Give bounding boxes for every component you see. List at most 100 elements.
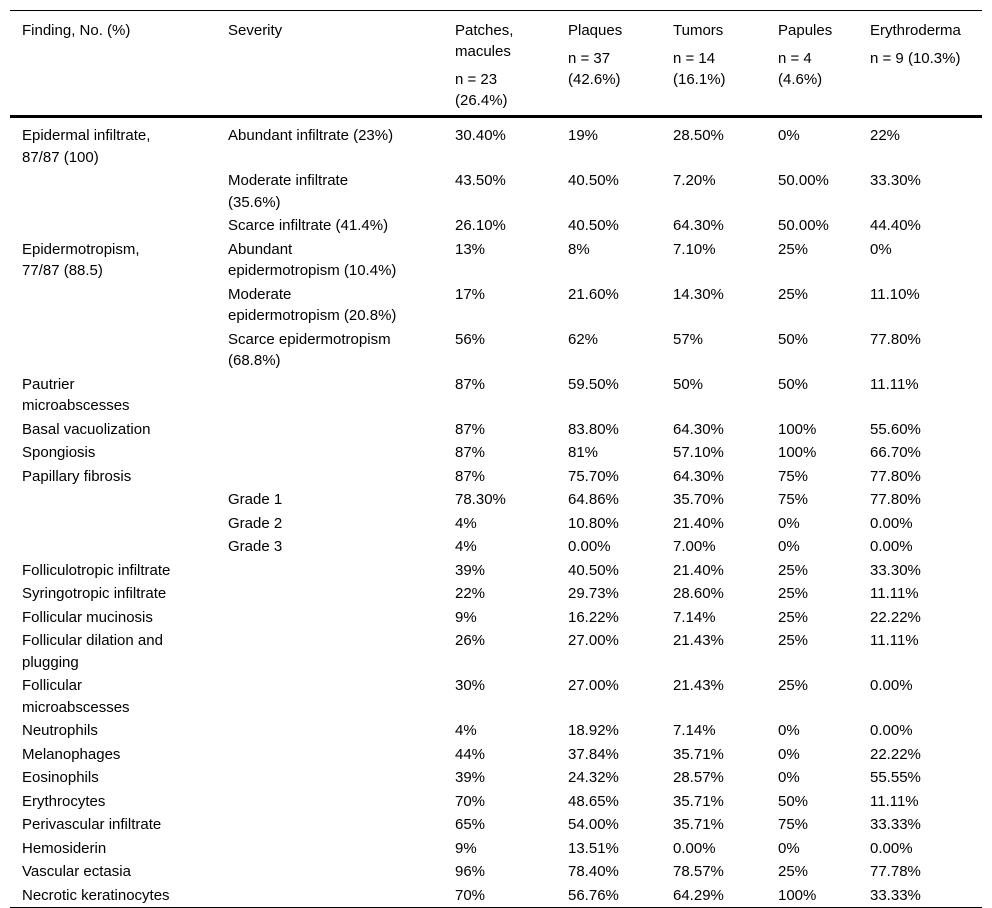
value-cell: 50.00%	[778, 217, 829, 234]
value-cell: 4%	[455, 538, 477, 555]
column-title: Plaques	[568, 22, 623, 39]
table-row: Grade 2 4% 10.80% 21.40% 0% 0.00%	[10, 512, 982, 536]
value-cell: 28.50%	[673, 127, 724, 144]
value-cell: 70%	[455, 886, 486, 904]
value-cell: 100%	[778, 444, 817, 461]
severity-cell: Scarce epidermotropism (68.8%)	[228, 330, 391, 370]
value-cell: 75%	[778, 816, 809, 833]
value-cell: 43.50%	[455, 172, 506, 189]
value-cell: 55.55%	[870, 769, 921, 786]
finding-cell: Epidermotropism, 77/87 (88.5)	[22, 240, 140, 280]
header-row: Finding, No. (%) Severity Patches, macules…	[10, 10, 982, 118]
value-cell: 78.40%	[568, 863, 619, 880]
finding-cell: Hemosiderin	[22, 839, 107, 857]
value-cell: 28.60%	[673, 585, 724, 602]
table-row: Grade 1 78.30% 64.86% 35.70% 75% 77.80%	[10, 488, 982, 512]
value-cell: 78.57%	[673, 863, 724, 880]
value-cell: 50%	[778, 792, 809, 810]
value-cell: 26%	[455, 632, 486, 649]
table-row: Follicular microabscesses 30% 27.00% 21.43%…	[10, 674, 982, 719]
value-cell: 7.00%	[673, 538, 716, 555]
column-header: Patches, macules n = 23 (26.4%)	[455, 10, 568, 118]
value-cell: 21.43%	[673, 677, 724, 694]
severity-cell	[228, 465, 455, 489]
value-cell: 11.11%	[870, 585, 919, 602]
value-cell: 24.32%	[568, 769, 619, 786]
value-cell: 64.30%	[673, 467, 724, 485]
severity-cell	[228, 837, 455, 861]
finding-cell: Papillary fibrosis	[22, 467, 132, 485]
table-row: Epidermal infiltrate, 87/87 (100) Abundan…	[10, 117, 982, 170]
table-row: Grade 3 4% 0.00% 7.00% 0% 0.00%	[10, 535, 982, 559]
value-cell: 87%	[455, 444, 486, 461]
severity-cell: Grade 3	[228, 538, 283, 555]
value-cell: 0%	[778, 722, 800, 739]
value-cell: 50.00%	[778, 172, 829, 189]
finding-cell: Eosinophils	[22, 769, 99, 786]
finding-cell: Melanophages	[22, 745, 121, 763]
value-cell: 0%	[870, 240, 892, 258]
severity-cell	[228, 441, 455, 465]
severity-cell	[228, 766, 455, 790]
column-title: Severity	[228, 22, 283, 39]
table-row: Moderate epidermotropism (20.8%) 17% 21.60…	[10, 283, 982, 328]
value-cell: 22.22%	[870, 608, 921, 626]
finding-cell	[10, 328, 228, 373]
value-cell: 13%	[455, 240, 486, 258]
value-cell: 11.11%	[870, 792, 919, 810]
value-cell: 21.40%	[673, 514, 724, 532]
value-cell: 11.11%	[870, 375, 919, 393]
finding-cell: Follicular microabscesses	[22, 677, 130, 716]
finding-cell: Pautrier microabscesses	[22, 375, 130, 415]
table-row: Follicular dilation and plugging 26% 27.00…	[10, 629, 982, 674]
value-cell: 18.92%	[568, 722, 619, 739]
value-cell: 64.30%	[673, 420, 724, 438]
value-cell: 0%	[778, 745, 800, 763]
value-cell: 7.14%	[673, 608, 716, 626]
column-header: Plaques n = 37 (42.6%)	[568, 10, 673, 118]
value-cell: 7.20%	[673, 172, 716, 189]
finding-cell: Erythrocytes	[22, 792, 106, 810]
value-cell: 40.50%	[568, 172, 619, 189]
value-cell: 19%	[568, 127, 599, 144]
severity-cell	[228, 629, 455, 674]
value-cell: 11.11%	[870, 632, 919, 649]
table-row: Necrotic keratinocytes 70% 56.76% 64.29% 100…	[10, 884, 982, 908]
table-row: Syringotropic infiltrate 22% 29.73% 28.60% 2…	[10, 582, 982, 606]
severity-cell: Abundant epidermotropism (10.4%)	[228, 240, 397, 280]
severity-cell	[228, 860, 455, 884]
table-row: Follicular mucinosis 9% 16.22% 7.14% 25% 22.2…	[10, 606, 982, 630]
value-cell: 9%	[455, 839, 477, 857]
value-cell: 59.50%	[568, 375, 619, 393]
finding-cell: Necrotic keratinocytes	[22, 886, 170, 904]
table-row: Pautrier microabscesses 87% 59.50% 50% 50% 11…	[10, 373, 982, 418]
severity-cell	[228, 790, 455, 814]
table-row: Erythrocytes 70% 48.65% 35.71% 50% 11.11%	[10, 790, 982, 814]
value-cell: 44.40%	[870, 217, 921, 234]
value-cell: 17%	[455, 285, 486, 303]
severity-cell: Abundant infiltrate (23%)	[228, 127, 394, 144]
value-cell: 75%	[778, 467, 809, 485]
value-cell: 70%	[455, 792, 486, 810]
value-cell: 64.86%	[568, 491, 619, 508]
value-cell: 29.73%	[568, 585, 619, 602]
value-cell: 25%	[778, 561, 809, 579]
value-cell: 75.70%	[568, 467, 619, 485]
value-cell: 9%	[455, 608, 477, 626]
value-cell: 28.57%	[673, 769, 724, 786]
table-row: Eosinophils 39% 24.32% 28.57% 0% 55.55%	[10, 766, 982, 790]
value-cell: 0.00%	[568, 538, 611, 555]
value-cell: 48.65%	[568, 792, 619, 810]
severity-cell	[228, 582, 455, 606]
value-cell: 21.60%	[568, 285, 619, 303]
value-cell: 65%	[455, 816, 486, 833]
value-cell: 35.71%	[673, 816, 724, 833]
finding-cell: Follicular dilation and plugging	[22, 632, 163, 671]
severity-cell: Moderate epidermotropism (20.8%)	[228, 285, 397, 325]
value-cell: 64.30%	[673, 217, 724, 234]
value-cell: 16.22%	[568, 608, 619, 626]
finding-cell: Epidermal infiltrate, 87/87 (100)	[22, 127, 151, 166]
value-cell: 11.10%	[870, 285, 920, 303]
severity-cell	[228, 606, 455, 630]
table-row: Perivascular infiltrate 65% 54.00% 35.71% 75…	[10, 813, 982, 837]
